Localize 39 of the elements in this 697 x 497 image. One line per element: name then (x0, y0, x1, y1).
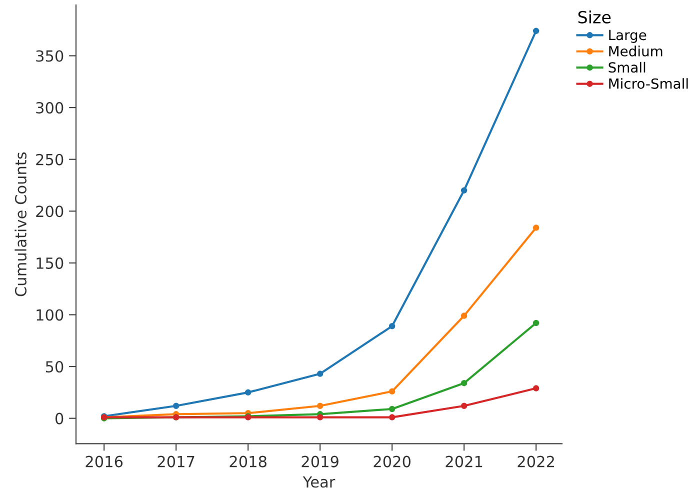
y-tick-label: 200 (36, 206, 64, 218)
y-tick-label: 150 (36, 257, 64, 269)
point (532, 385, 540, 392)
x-tick-label: 2019 (302, 456, 338, 468)
point (316, 414, 324, 420)
point (244, 389, 252, 396)
x-tick-label: 2022 (518, 456, 554, 468)
point (532, 224, 540, 231)
point (532, 28, 540, 34)
point (388, 388, 396, 395)
point (316, 402, 324, 410)
y-tick-label: 100 (36, 309, 64, 321)
x-tick-label: 2020 (374, 456, 411, 468)
point (460, 187, 468, 194)
x-tick-label: 2021 (446, 456, 482, 468)
point (460, 402, 468, 410)
legend-label: Medium (609, 46, 662, 56)
legend-label: Micro-Small (609, 78, 688, 89)
y-tick-label: 0 (55, 412, 64, 424)
x-axis-title: Year (302, 476, 336, 488)
legend-title: Size (578, 10, 611, 24)
point (460, 312, 468, 319)
y-tick-label: 50 (46, 360, 64, 373)
x-tick-label: 2017 (158, 456, 194, 468)
point (388, 406, 396, 412)
y-tick-label: 300 (36, 102, 64, 114)
point (388, 414, 396, 420)
legend-label: Small (608, 62, 646, 73)
point (532, 320, 540, 326)
point (316, 370, 324, 377)
x-tick-label: 2016 (86, 456, 123, 468)
x-tick-label: 2018 (230, 456, 266, 468)
point (172, 402, 180, 410)
legend-label: Large (609, 30, 646, 43)
y-axis-title: Cumulative Counts (14, 152, 27, 296)
y-tick-label: 350 (36, 50, 64, 62)
y-tick-label: 250 (36, 154, 64, 166)
point (460, 380, 468, 386)
point (388, 323, 396, 330)
